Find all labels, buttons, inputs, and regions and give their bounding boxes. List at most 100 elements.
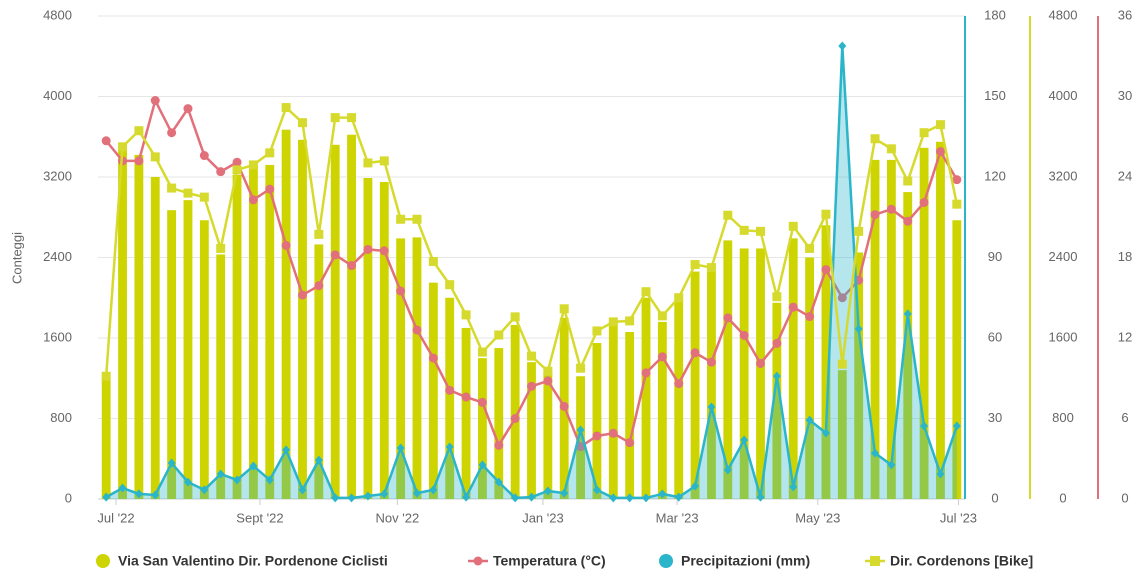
point	[314, 281, 324, 291]
point	[641, 368, 651, 378]
point	[363, 491, 372, 501]
point	[772, 371, 781, 381]
point	[559, 401, 569, 411]
bar	[445, 297, 455, 499]
bar	[527, 362, 536, 499]
point	[756, 226, 766, 236]
point	[690, 260, 700, 270]
point	[380, 489, 389, 499]
point	[134, 156, 144, 166]
bar	[494, 348, 504, 499]
bar	[347, 134, 356, 500]
point	[756, 358, 766, 368]
point	[199, 192, 209, 202]
point	[216, 469, 225, 479]
bar	[461, 327, 471, 499]
right-tick-label: 30	[988, 410, 1002, 425]
point	[576, 363, 586, 373]
y-tick-label: 3200	[43, 168, 72, 183]
point	[854, 324, 863, 334]
legend-item[interactable]: Dir. Cordenons [Bike]	[865, 553, 1033, 569]
point	[854, 226, 864, 236]
bar	[183, 200, 193, 500]
right-tick-label: 12	[1118, 329, 1132, 344]
point	[756, 492, 765, 502]
point	[641, 287, 651, 297]
point	[510, 312, 520, 322]
right-tick-label: 2400	[1049, 249, 1078, 264]
point	[920, 421, 929, 431]
bar	[625, 331, 635, 499]
bar	[281, 129, 291, 500]
bar	[216, 254, 226, 499]
y-tick-label: 800	[50, 410, 72, 425]
bar	[167, 210, 177, 500]
bar	[756, 248, 765, 499]
point	[674, 492, 683, 502]
legend: Via San Valentino Dir. Pordenone Ciclist…	[96, 553, 1033, 569]
right-tick-label: 3200	[1049, 168, 1078, 183]
point	[886, 144, 896, 154]
right-tick-label: 0	[991, 490, 998, 505]
bar	[592, 343, 602, 499]
point	[788, 221, 798, 231]
point	[478, 460, 487, 470]
y-tick-label: 4000	[43, 88, 72, 103]
point	[772, 338, 782, 348]
point	[216, 167, 226, 177]
point	[543, 486, 552, 496]
point	[805, 312, 815, 322]
point	[461, 392, 471, 402]
point	[183, 477, 192, 487]
bar	[118, 149, 127, 500]
legend-label: Precipitazioni (mm)	[681, 553, 810, 569]
bar	[379, 182, 389, 499]
point	[739, 225, 749, 235]
legend-item[interactable]: Via San Valentino Dir. Pordenone Ciclist…	[96, 553, 388, 569]
point	[429, 485, 438, 495]
point	[723, 210, 733, 220]
point	[232, 157, 242, 167]
point	[642, 493, 651, 503]
point	[706, 357, 716, 367]
point	[199, 151, 209, 161]
point	[347, 261, 357, 271]
bar	[412, 237, 422, 499]
right-tick-label: 6	[1121, 410, 1128, 425]
point	[445, 442, 454, 452]
legend-marker	[473, 556, 483, 566]
point	[821, 428, 830, 438]
right-tick-label: 0	[1121, 490, 1128, 505]
legend-item[interactable]: Precipitazioni (mm)	[659, 553, 810, 569]
bar	[870, 159, 880, 500]
point	[363, 244, 373, 254]
right-tick-label: 120	[984, 168, 1006, 183]
right-tick-label: 150	[984, 88, 1006, 103]
point	[183, 188, 193, 198]
bar	[805, 257, 815, 499]
right-tick-label: 0	[1059, 490, 1066, 505]
point	[527, 492, 536, 502]
point	[576, 425, 585, 435]
point	[837, 293, 847, 303]
legend-item[interactable]: Temperatura (°C)	[468, 553, 606, 569]
bar	[690, 271, 700, 499]
point	[331, 493, 340, 503]
point	[396, 214, 406, 224]
point	[837, 359, 847, 369]
point	[625, 438, 635, 448]
bar	[723, 240, 733, 500]
point	[739, 330, 749, 340]
right-tick-label: 18	[1118, 249, 1132, 264]
point	[118, 142, 128, 152]
right-tick-label: 1600	[1049, 329, 1078, 344]
bar	[330, 144, 340, 500]
right-tick-label: 4000	[1049, 88, 1078, 103]
bar	[232, 174, 242, 500]
point	[298, 485, 307, 495]
point	[608, 317, 618, 327]
bar	[788, 238, 798, 499]
bar	[248, 164, 258, 500]
bar	[363, 178, 373, 499]
